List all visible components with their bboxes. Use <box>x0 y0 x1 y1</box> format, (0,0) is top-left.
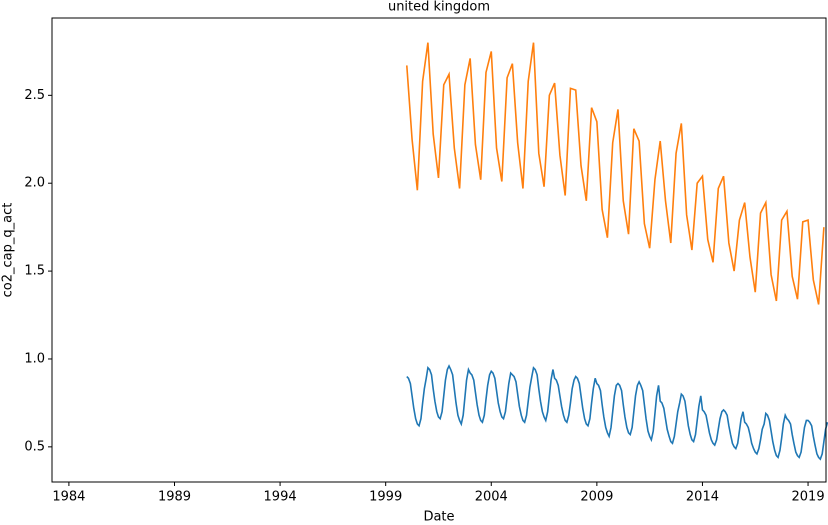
y-tick-label: 2.5 <box>24 88 45 103</box>
x-tick-label: 2009 <box>580 490 613 505</box>
y-tick-label: 0.5 <box>24 439 45 454</box>
x-tick-label: 2004 <box>475 490 508 505</box>
y-tick-label: 1.0 <box>24 351 45 366</box>
x-tick-label: 1994 <box>264 490 297 505</box>
y-axis-label: co2_cap_q_act <box>1 203 16 298</box>
y-tick-label: 2.0 <box>24 176 45 191</box>
y-tick-label: 1.5 <box>24 264 45 279</box>
x-tick-label: 2019 <box>792 490 825 505</box>
plot-frame <box>51 17 827 483</box>
x-tick-label: 1989 <box>158 490 191 505</box>
series-line <box>405 42 825 305</box>
x-tick-label: 2014 <box>686 490 719 505</box>
x-axis-label: Date <box>423 510 454 525</box>
x-tick-label: 1984 <box>52 490 85 505</box>
chart-title: united kingdom <box>388 0 490 15</box>
series-line <box>406 364 828 461</box>
x-tick-label: 1999 <box>369 490 402 505</box>
